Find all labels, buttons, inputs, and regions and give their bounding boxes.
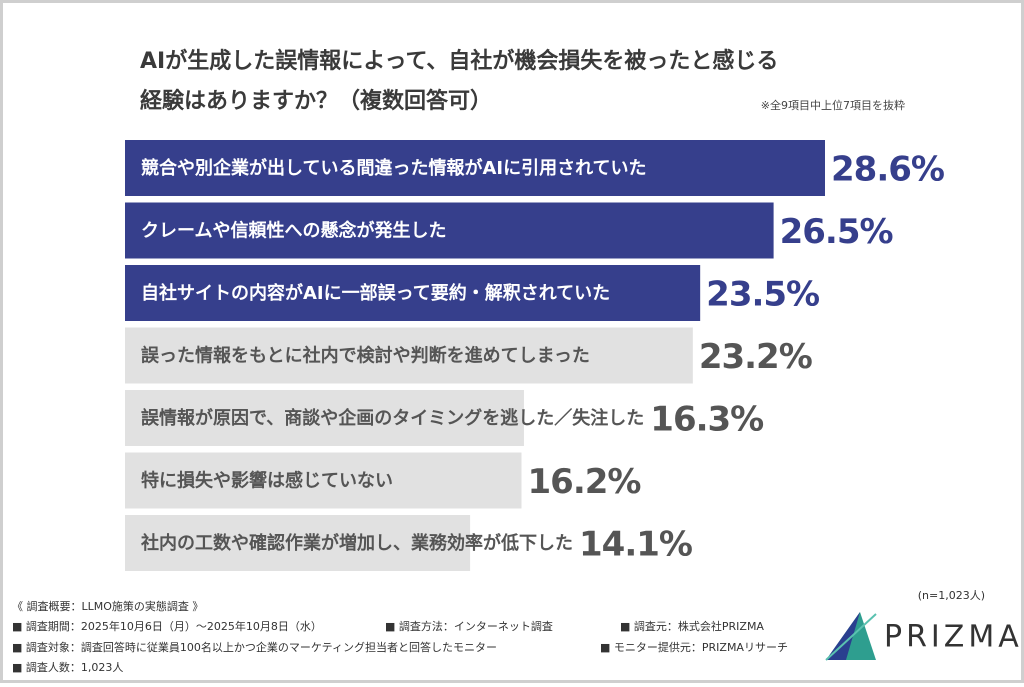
- note: ※全9項目中上位7項目を抜粋: [761, 98, 905, 112]
- category-label: クレームや信頼性への懸念が発生した: [141, 220, 446, 242]
- bar: [125, 452, 522, 509]
- footer-item: ■ 調査対象：調査回答時に従業員100名以上かつ企業のマーケティング担当者と回答…: [12, 640, 497, 654]
- category-label: 競合や別企業が出している間違った情報がAIに引用されていた: [141, 157, 647, 179]
- category-label: 競合や別企業が出している間違った情報がAIに引用されていた: [141, 157, 647, 179]
- value-label: 23.5%: [706, 275, 819, 315]
- footer-item: ■ 調査元：株式会社PRIZMA: [620, 619, 764, 633]
- logo: PRIZMA: [884, 620, 1023, 655]
- value-label: 16.3%: [650, 400, 763, 440]
- category-label: 誤った情報をもとに社内で検討や判断を進めてしまった: [141, 345, 590, 367]
- category-label: クレームや信頼性への懸念が発生した: [141, 220, 446, 242]
- logo-icon: [825, 612, 877, 661]
- footer-heading: 《 調査概要：LLMO施策の実態調査 》: [12, 599, 203, 613]
- category-label: 自社サイトの内容がAIに一部誤って要約・解釈されていた: [141, 282, 610, 304]
- value-label: 28.6%: [831, 150, 944, 190]
- bar: [125, 140, 825, 196]
- bar: [125, 515, 471, 571]
- bar: [125, 390, 524, 446]
- category-label: 誤情報が原因で、商談や企画のタイミングを逃した／失注した: [141, 407, 644, 429]
- category-label: 自社サイトの内容がAIに一部誤って要約・解釈されていた: [141, 282, 610, 304]
- category-label: 特に損失や影響は感じていない: [141, 470, 393, 492]
- chart-title: 経験はありますか？（複数回答可）: [140, 88, 492, 114]
- footer-item: ■ 調査期間：2025年10月6日（月）〜2025年10月8日（水）: [12, 619, 322, 633]
- value-label: 23.2%: [699, 337, 812, 377]
- bar: [125, 265, 701, 321]
- footer-item: ■ 調査人数：1,023人: [12, 660, 123, 674]
- value-label: 26.5%: [780, 212, 893, 252]
- sample-size: (n=1,023人): [918, 589, 985, 602]
- footer-item: ■ 調査方法：インターネット調査: [385, 619, 553, 633]
- value-label: 14.1%: [579, 525, 692, 565]
- chart-title: AIが生成した誤情報によって、自社が機会損失を被ったと感じる: [140, 48, 778, 74]
- bar: [125, 327, 693, 384]
- bar: [125, 202, 774, 259]
- value-label: 16.2%: [528, 462, 641, 502]
- category-label: 社内の工数や確認作業が増加し、業務効率が低下した: [141, 532, 573, 554]
- footer-item: ■ モニター提供元：PRIZMAリサーチ: [600, 640, 788, 654]
